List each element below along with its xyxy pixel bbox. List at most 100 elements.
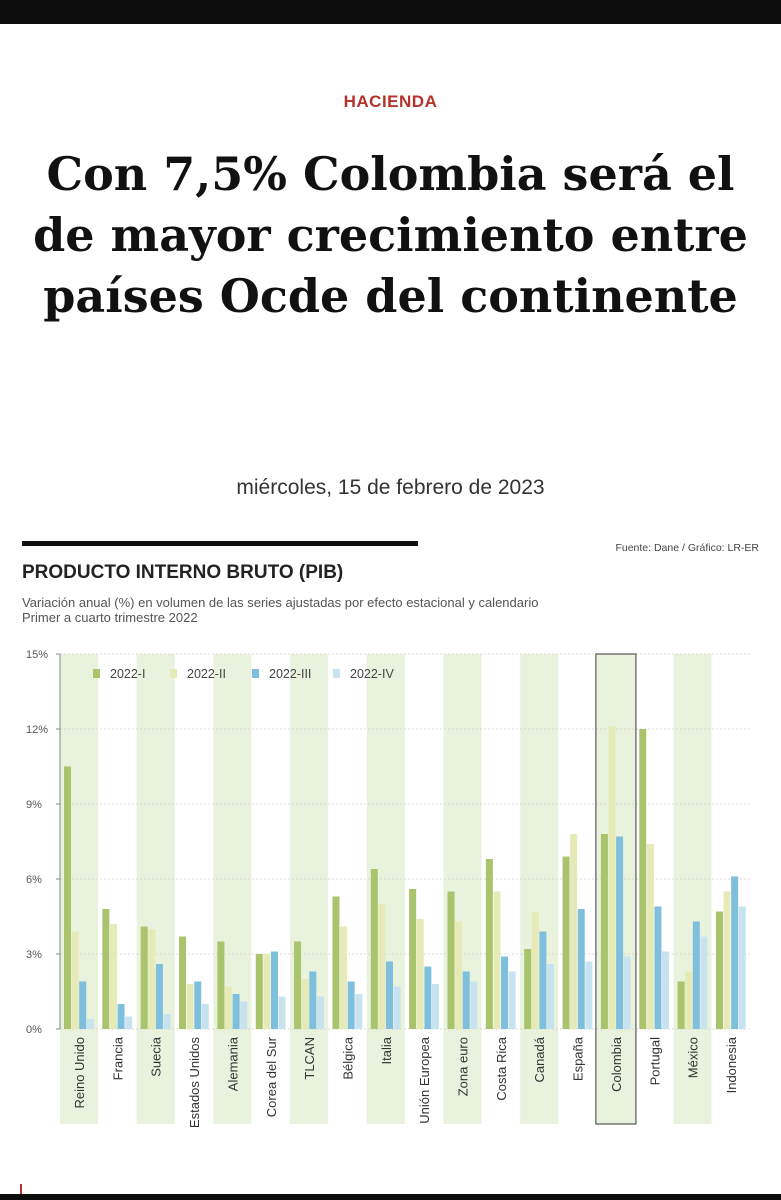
chart-subtitle-line-2: Primer a cuarto trimestre 2022	[22, 610, 198, 625]
bar-corea-del-sur-2022-iv	[278, 996, 286, 1029]
bar-colombia-2022-ii	[608, 726, 616, 1029]
x-label-zona-euro: Zona euro	[456, 1037, 471, 1096]
band-canada	[520, 654, 559, 1124]
bar-italia-2022-ii	[378, 904, 386, 1029]
bar-costa-rica-2022-i	[485, 859, 493, 1029]
chart-subtitle-line-1: Variación anual (%) en volumen de las se…	[22, 595, 539, 610]
y-tick-label-6: 6%	[26, 874, 42, 886]
bar-espana-2022-i	[562, 856, 570, 1029]
bar-canada-2022-iii	[539, 931, 547, 1029]
legend-swatch-2022-iii	[252, 669, 259, 678]
bar-canada-2022-ii	[531, 911, 539, 1029]
bar-union-europea-2022-ii	[416, 919, 424, 1029]
bar-alemania-2022-iii	[232, 994, 240, 1029]
gdp-bar-chart: 0% 3% 6% 9% 12% 15% Reino Unido Francia Suecia Es…	[26, 649, 750, 1129]
bar-tlcan-2022-iv	[316, 996, 324, 1029]
legend-label-2022-iv: 2022-IV	[350, 667, 394, 681]
bar-corea-del-sur-2022-i	[255, 954, 263, 1029]
bar-reino-unido-2022-iii	[79, 981, 87, 1029]
bar-mexico-2022-i	[677, 981, 685, 1029]
bar-estados-unidos-2022-ii	[186, 984, 194, 1029]
x-label-estados-unidos: Estados Unidos	[187, 1037, 202, 1129]
bar-indonesia-2022-iv	[738, 906, 746, 1029]
bar-mexico-2022-iii	[692, 921, 700, 1029]
band-mexico	[673, 654, 712, 1124]
bar-tlcan-2022-ii	[301, 979, 309, 1029]
top-status-bar	[0, 0, 781, 24]
legend-label-2022-ii: 2022-II	[187, 667, 226, 681]
bar-costa-rica-2022-ii	[493, 891, 501, 1029]
bar-reino-unido-2022-i	[64, 766, 71, 1029]
x-label-costa-rica: Costa Rica	[494, 1036, 509, 1100]
bar-indonesia-2022-i	[715, 911, 723, 1029]
section-label[interactable]: HACIENDA	[343, 92, 438, 111]
bar-italia-2022-iv	[393, 986, 401, 1029]
x-label-union-europea: Unión Europea	[417, 1036, 432, 1123]
bar-belgica-2022-iii	[347, 981, 355, 1029]
bar-alemania-2022-i	[217, 941, 225, 1029]
bar-suecia-2022-i	[140, 926, 148, 1029]
bar-union-europea-2022-iv	[431, 984, 439, 1029]
chart-top-rule	[22, 541, 418, 546]
bar-colombia-2022-iv	[623, 956, 631, 1029]
bottom-accent	[20, 1184, 22, 1194]
x-label-suecia: Suecia	[149, 1036, 164, 1077]
x-label-francia: Francia	[110, 1036, 125, 1080]
bar-costa-rica-2022-iv	[508, 971, 516, 1029]
bar-suecia-2022-ii	[148, 929, 156, 1029]
bar-portugal-2022-iv	[662, 951, 670, 1029]
x-label-reino-unido: Reino Unido	[72, 1037, 87, 1109]
y-tick-label-3: 3%	[26, 949, 42, 961]
bar-espana-2022-iv	[585, 961, 593, 1029]
bar-colombia-2022-i	[600, 834, 608, 1029]
bar-belgica-2022-i	[332, 896, 340, 1029]
bar-indonesia-2022-iii	[731, 876, 739, 1029]
bar-italia-2022-iii	[386, 961, 393, 1029]
x-label-indonesia: Indonesia	[724, 1036, 739, 1093]
legend-label-2022-i: 2022-I	[110, 667, 145, 681]
bar-zona-euro-2022-iv	[470, 981, 478, 1029]
bar-reino-unido-2022-iv	[86, 1019, 94, 1029]
y-tick-label-0: 0%	[26, 1024, 42, 1036]
band-zona-euro	[443, 654, 482, 1124]
band-alemania	[213, 654, 252, 1124]
bar-espana-2022-ii	[570, 834, 578, 1029]
bar-union-europea-2022-i	[409, 889, 417, 1029]
y-tick-label-12: 12%	[26, 724, 48, 736]
bar-belgica-2022-iv	[355, 994, 363, 1029]
bar-mexico-2022-ii	[685, 971, 693, 1029]
bar-zona-euro-2022-iii	[462, 971, 470, 1029]
bar-tlcan-2022-iii	[309, 971, 317, 1029]
bar-canada-2022-iv	[547, 964, 554, 1029]
chart-title: PRODUCTO INTERNO BRUTO (PIB)	[22, 562, 344, 583]
legend-swatch-2022-i	[93, 669, 100, 678]
y-tick-label-9: 9%	[26, 799, 42, 811]
x-label-tlcan: TLCAN	[302, 1037, 317, 1080]
bar-alemania-2022-ii	[225, 986, 232, 1029]
bottom-bar	[0, 1194, 781, 1200]
x-label-canada: Canadá	[532, 1036, 547, 1082]
bar-francia-2022-i	[102, 909, 110, 1029]
x-label-belgica: Bélgica	[340, 1036, 355, 1079]
bar-estados-unidos-2022-i	[179, 936, 187, 1029]
legend-label-2022-iii: 2022-III	[269, 667, 311, 681]
band-suecia	[136, 654, 175, 1124]
bar-tlcan-2022-i	[294, 941, 302, 1029]
article-date: miércoles, 15 de febrero de 2023	[236, 476, 545, 499]
x-label-alemania: Alemania	[225, 1036, 240, 1091]
bar-estados-unidos-2022-iii	[194, 981, 202, 1029]
bar-portugal-2022-iii	[654, 906, 662, 1029]
bar-union-europea-2022-iii	[424, 966, 432, 1029]
bar-canada-2022-i	[524, 949, 532, 1029]
bar-corea-del-sur-2022-iii	[270, 951, 278, 1029]
bar-zona-euro-2022-i	[447, 891, 455, 1029]
bar-francia-2022-iii	[117, 1004, 125, 1029]
bar-espana-2022-iii	[577, 909, 585, 1029]
bar-francia-2022-ii	[109, 924, 117, 1029]
highlight-box-colombia	[595, 653, 637, 1125]
article-headline: Con 7,5% Colombia será el de mayor creci…	[33, 147, 748, 323]
legend-swatch-2022-iv	[333, 669, 340, 678]
bar-corea-del-sur-2022-ii	[263, 954, 271, 1029]
bar-francia-2022-iv	[125, 1016, 133, 1029]
band-tlcan	[290, 654, 329, 1124]
